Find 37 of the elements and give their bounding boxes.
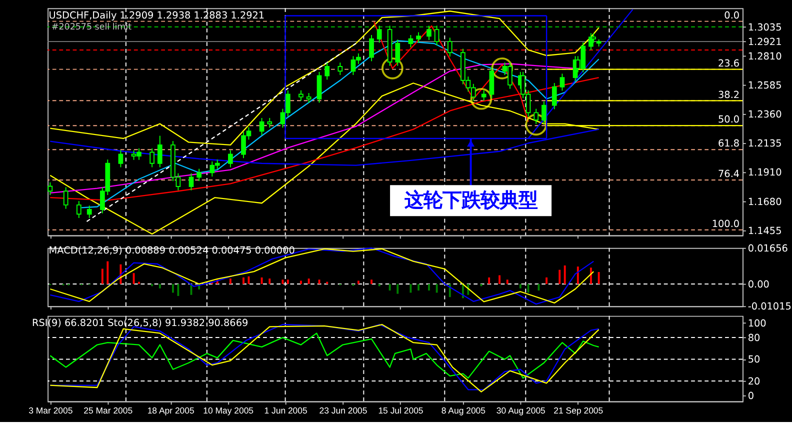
x-tick-label: 1 Jun 2005 xyxy=(264,405,308,416)
annotation: 38.2 xyxy=(718,90,740,101)
x-tick-label: 25 Mar 2005 xyxy=(84,405,133,416)
y-tick-label: 0.01656 xyxy=(748,243,788,254)
y-tick-label: 1.3035 xyxy=(748,22,782,34)
x-tick-label: 10 May 2005 xyxy=(203,405,254,416)
y-tick-label: 100 xyxy=(748,318,766,330)
x-tick-label: 30 Aug 2005 xyxy=(496,405,546,416)
x-tick-label: 23 Jun 2005 xyxy=(319,405,368,416)
y-tick-label: 1.2585 xyxy=(748,80,782,92)
annotation: 50.0 xyxy=(718,114,740,126)
y-tick-label: 1.2360 xyxy=(748,109,782,120)
y-tick-label: 80 xyxy=(748,332,760,344)
x-tick-label: 21 Sep 2005 xyxy=(554,405,604,416)
annotation: 100.0 xyxy=(712,218,740,230)
chart-title: MACD(12,26,9) 0.00889 0.00524 0.00475 0.00000 xyxy=(48,246,295,257)
y-tick-label: 1.1680 xyxy=(748,197,782,208)
annotation: 这轮下跌较典型 xyxy=(403,188,538,212)
y-tick-label: 1.1910 xyxy=(748,167,782,178)
annotation: 76.4 xyxy=(718,169,740,180)
chart-title: USDCHF,Daily 1.2909 1.2938 1.2883 1.2921 xyxy=(48,10,265,22)
annotation: 61.8 xyxy=(718,138,740,150)
y-tick-label: -0.01015 xyxy=(748,302,792,313)
y-tick-label: 0.00 xyxy=(748,279,770,290)
y-tick-label: 50 xyxy=(748,354,760,366)
y-tick-label: 1.2135 xyxy=(748,138,782,150)
y-tick-label: 1.2810 xyxy=(748,51,782,62)
x-tick-label: 18 Apr 2005 xyxy=(147,405,194,416)
x-tick-label: 3 Mar 2005 xyxy=(28,405,73,416)
x-tick-label: 8 Aug 2005 xyxy=(441,405,486,416)
y-tick-label: 1.2921 xyxy=(748,36,782,48)
y-tick-label: 20 xyxy=(748,376,760,388)
annotation: 0.0 xyxy=(724,10,740,22)
x-tick-label: 15 Jul 2005 xyxy=(378,405,424,416)
y-tick-label: 0 xyxy=(748,390,754,402)
y-tick-label: 1.1455 xyxy=(748,226,782,238)
annotation: 23.6 xyxy=(718,58,740,70)
